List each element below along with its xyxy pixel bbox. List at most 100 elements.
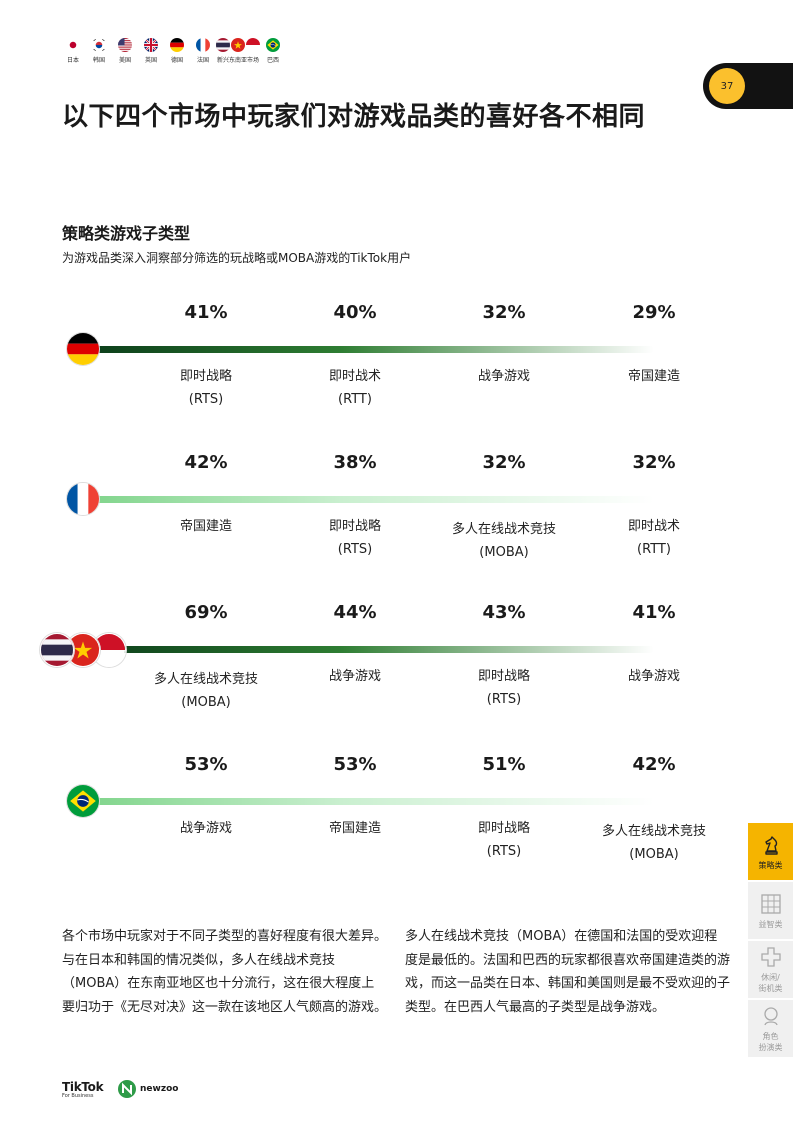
subgenre-percentage: 42% bbox=[632, 754, 676, 775]
br-flag-icon bbox=[266, 38, 280, 52]
subgenre-name: 战争游戏 bbox=[179, 821, 232, 836]
subgenre-label: 帝国建造 bbox=[131, 515, 281, 538]
puzzle-grid-icon bbox=[760, 893, 781, 914]
market-nav-item[interactable]: 法国 bbox=[192, 38, 214, 64]
subgenre-name: 帝国建造 bbox=[179, 519, 232, 534]
market-row: 69% 多人在线战术竞技 (MOBA) 44% 战争游戏 43% 即时战略 (RTS) 41% 战… bbox=[0, 602, 793, 732]
th-flag-icon bbox=[216, 38, 230, 52]
subgenre-label: 帝国建造 bbox=[579, 365, 729, 388]
subgenre-abbreviation: (RTT) bbox=[338, 392, 372, 407]
body-paragraph-left: 各个市场中玩家对于不同子类型的喜好程度有很大差异。与在日本和韩国的情况类似，多人… bbox=[62, 929, 388, 1015]
subgenre-label: 多人在线战术竞技 (MOBA) bbox=[579, 820, 729, 866]
newzoo-mark-icon bbox=[118, 1080, 136, 1098]
tab-puzzle[interactable]: 益智类 bbox=[748, 882, 793, 939]
de-flag-icon bbox=[67, 333, 99, 365]
subgenre-label: 战争游戏 bbox=[280, 665, 430, 688]
market-nav-label: 巴西 bbox=[266, 57, 279, 64]
subgenre-label: 即时战略 (RTS) bbox=[429, 817, 579, 863]
preference-bar bbox=[84, 346, 654, 353]
subgenre-label: 即时战略 (RTS) bbox=[429, 665, 579, 711]
preference-bar bbox=[84, 646, 654, 653]
subgenre-label: 即时战略 (RTS) bbox=[280, 515, 430, 561]
market-flag bbox=[66, 332, 100, 366]
market-nav-item[interactable]: 新兴东南亚市场 bbox=[218, 38, 258, 64]
tab-rpg[interactable]: 角色 扮演类 bbox=[748, 1000, 793, 1057]
subgenre-percentage: 32% bbox=[482, 452, 526, 473]
section-title: 策略类游戏子类型 bbox=[62, 224, 191, 243]
subgenre-name: 多人在线战术竞技 bbox=[451, 522, 556, 537]
market-flags-group bbox=[40, 633, 130, 667]
subgenre-name: 帝国建造 bbox=[627, 369, 680, 384]
subgenre-percentage: 41% bbox=[632, 602, 676, 623]
market-nav-item[interactable]: 日本 bbox=[62, 38, 84, 64]
subgenre-abbreviation: (RTS) bbox=[188, 392, 224, 407]
subgenre-label: 多人在线战术竞技 (MOBA) bbox=[429, 518, 579, 564]
kr-flag-icon bbox=[92, 38, 106, 52]
subgenre-percentage: 32% bbox=[632, 452, 676, 473]
subgenre-abbreviation: (MOBA) bbox=[629, 847, 679, 862]
market-nav-label: 德国 bbox=[170, 57, 183, 64]
subgenre-percentage: 29% bbox=[632, 302, 676, 323]
tab-rpg-label-1: 角色 bbox=[762, 1032, 779, 1041]
tab-casual[interactable]: 休闲/ 街机类 bbox=[748, 941, 793, 998]
market-nav: 日本 韩国 美国 英国 德国 法国 新兴东南亚市场 巴西 bbox=[62, 38, 284, 64]
uk-flag-icon bbox=[144, 38, 158, 52]
page-title: 以下四个市场中玩家们对游戏品类的喜好各不相同 bbox=[62, 102, 646, 132]
market-nav-item[interactable]: 美国 bbox=[114, 38, 136, 64]
id-flag-icon bbox=[246, 38, 260, 52]
subgenre-percentage: 43% bbox=[482, 602, 526, 623]
jp-flag-icon bbox=[66, 38, 80, 52]
market-nav-item[interactable]: 巴西 bbox=[262, 38, 284, 64]
tiktok-logo-subtext: For Business bbox=[62, 1093, 94, 1099]
subgenre-percentage: 42% bbox=[184, 452, 228, 473]
subgenre-label: 即时战术 (RTT) bbox=[579, 515, 729, 561]
subgenre-percentage: 44% bbox=[333, 602, 377, 623]
subgenre-label: 即时战略 (RTS) bbox=[131, 365, 281, 411]
subgenre-name: 多人在线战术竞技 bbox=[601, 824, 706, 839]
newzoo-logo-text: newzoo bbox=[140, 1084, 179, 1094]
subgenre-abbreviation: (RTS) bbox=[486, 692, 522, 707]
subgenre-percentage: 41% bbox=[184, 302, 228, 323]
subgenre-abbreviation: (MOBA) bbox=[479, 545, 529, 560]
page-number: 37 bbox=[709, 68, 745, 104]
subgenre-abbreviation: (MOBA) bbox=[181, 695, 231, 710]
body-paragraph-right: 多人在线战术竞技（MOBA）在德国和法国的受欢迎程度是最低的。法国和巴西的玩家都… bbox=[405, 929, 731, 1015]
de-flag-icon bbox=[170, 38, 184, 52]
tab-strategy[interactable]: 策略类 bbox=[748, 823, 793, 880]
market-nav-label: 英国 bbox=[144, 57, 157, 64]
subgenre-abbreviation: (RTS) bbox=[486, 844, 522, 859]
subgenre-percentage: 32% bbox=[482, 302, 526, 323]
tiktok-for-business-logo: TikTok For Business bbox=[62, 1080, 104, 1099]
tab-strategy-label: 策略类 bbox=[758, 860, 783, 870]
subgenre-label: 多人在线战术竞技 (MOBA) bbox=[131, 668, 281, 714]
market-nav-item[interactable]: 英国 bbox=[140, 38, 162, 64]
market-nav-label: 法国 bbox=[196, 57, 209, 64]
subgenre-name: 即时战略 bbox=[179, 369, 232, 384]
market-nav-item[interactable]: 韩国 bbox=[88, 38, 110, 64]
market-nav-label: 韩国 bbox=[92, 57, 105, 64]
market-nav-item[interactable]: 德国 bbox=[166, 38, 188, 64]
tab-casual-label-1: 休闲/ bbox=[761, 973, 780, 982]
subgenre-percentage: 40% bbox=[333, 302, 377, 323]
market-flag bbox=[66, 482, 100, 516]
br-flag-icon bbox=[67, 785, 99, 817]
subgenre-name: 战争游戏 bbox=[477, 369, 530, 384]
th-flag-icon bbox=[41, 634, 73, 666]
subgenre-name: 即时战术 bbox=[627, 519, 680, 534]
preference-bar bbox=[84, 496, 654, 503]
vn-flag-icon bbox=[231, 38, 245, 52]
market-flag bbox=[66, 784, 100, 818]
market-nav-label: 新兴东南亚市场 bbox=[217, 57, 260, 64]
market-nav-label: 日本 bbox=[66, 57, 79, 64]
subgenre-label: 帝国建造 bbox=[280, 817, 430, 840]
subgenre-name: 即时战术 bbox=[328, 369, 381, 384]
subgenre-name: 多人在线战术竞技 bbox=[153, 672, 258, 687]
us-flag-icon bbox=[118, 38, 132, 52]
market-flag bbox=[40, 633, 74, 667]
preference-bar bbox=[84, 798, 654, 805]
fr-flag-icon bbox=[67, 483, 99, 515]
section-description: 为游戏品类深入洞察部分筛选的玩战略或MOBA游戏的TikTok用户 bbox=[62, 251, 412, 265]
subgenre-name: 战争游戏 bbox=[328, 669, 381, 684]
tiktok-logo-text: TikTok bbox=[62, 1080, 104, 1094]
tab-rpg-label-2: 扮演类 bbox=[758, 1043, 783, 1052]
